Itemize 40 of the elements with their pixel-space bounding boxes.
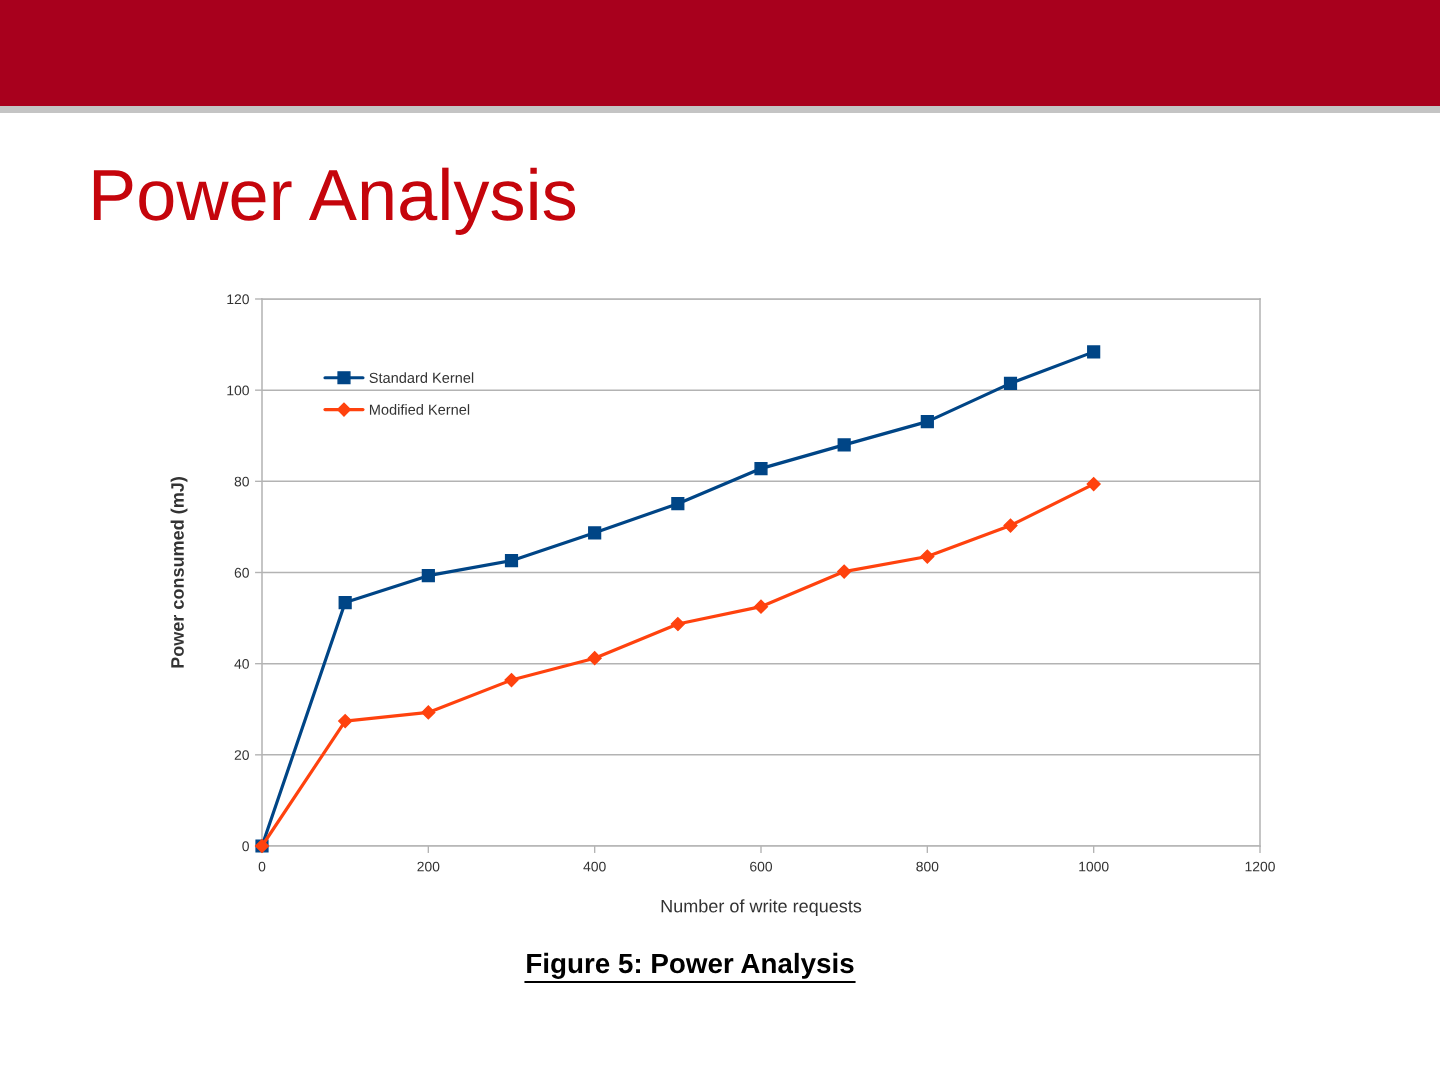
point <box>338 595 352 610</box>
point <box>754 461 768 476</box>
point <box>338 714 353 729</box>
point <box>1003 518 1018 533</box>
point <box>837 564 852 579</box>
x-tick-label: 1200 <box>1245 861 1275 872</box>
point <box>670 616 685 632</box>
x-tick-label: 800 <box>916 861 939 872</box>
y-tick-label: 120 <box>227 294 249 305</box>
point <box>920 549 935 564</box>
y-tick-label: 20 <box>234 750 249 760</box>
point <box>421 569 435 583</box>
x-tick-label: 600 <box>750 861 773 872</box>
y-tick-label: 0 <box>242 841 249 852</box>
point <box>671 497 685 511</box>
point <box>504 672 519 688</box>
point <box>587 651 602 666</box>
y-tick-label: 100 <box>227 385 249 396</box>
x-tick-label: 0 <box>258 861 266 872</box>
y-tick-label: 60 <box>234 567 249 578</box>
point <box>753 599 769 614</box>
point <box>837 438 851 452</box>
point <box>920 415 934 429</box>
x-tick-label: 400 <box>583 861 606 872</box>
y-tick-label: 80 <box>234 476 249 487</box>
point <box>1003 376 1018 390</box>
y-axis-title: Power consumed (mJ) <box>170 477 188 668</box>
x-tick-label: 1000 <box>1079 861 1109 872</box>
point <box>588 526 602 540</box>
chart-title: Power Analysis <box>93 167 576 235</box>
y-tick-label: 40 <box>234 659 249 669</box>
x-tick-label: 200 <box>417 861 440 872</box>
legend-label: Standard Kernel <box>369 372 474 384</box>
point <box>1086 476 1101 492</box>
legend-label: Modified Kernel <box>369 404 470 415</box>
caption: Figure 5: Power Analysis <box>527 952 854 979</box>
point <box>1087 345 1101 359</box>
x-axis-title: Number of write requests <box>661 899 862 917</box>
point <box>504 554 519 568</box>
point <box>421 705 436 720</box>
